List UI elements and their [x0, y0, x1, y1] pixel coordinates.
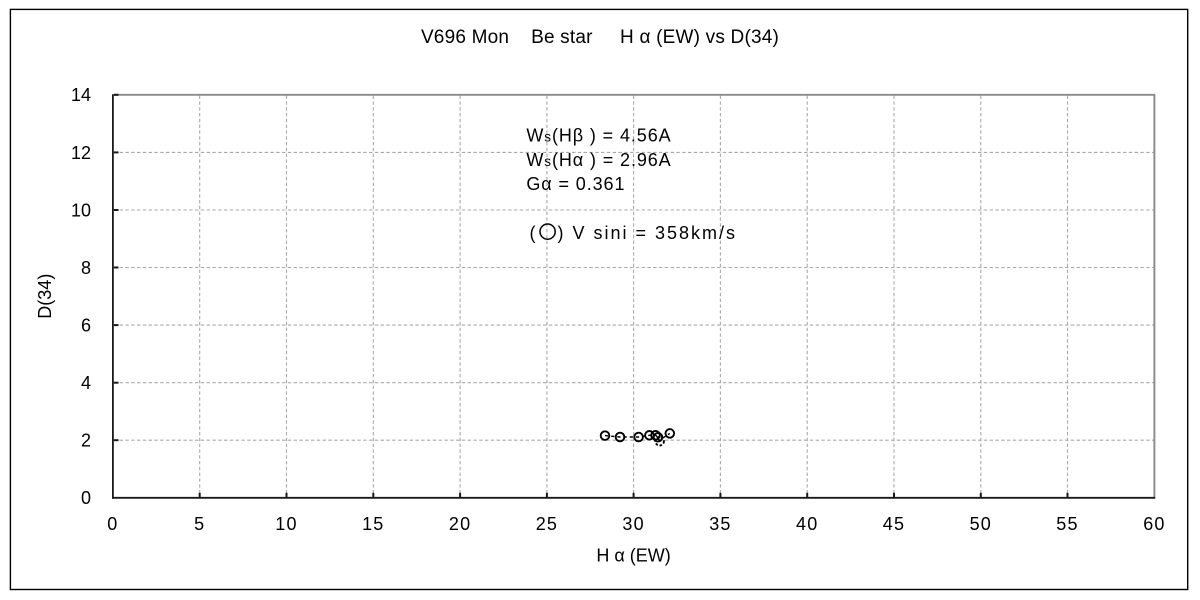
svg-text:15: 15: [362, 514, 384, 534]
svg-text:5: 5: [194, 514, 205, 534]
svg-text:30: 30: [622, 514, 644, 534]
svg-text:Ws(Hβ ) = 4.56A: Ws(Hβ ) = 4.56A: [526, 125, 671, 145]
svg-text:) V sini = 358km/s: ) V sini = 358km/s: [558, 223, 738, 243]
svg-text:0: 0: [81, 488, 91, 508]
svg-text:V696 Mon Be star H α (E: V696 Mon Be star H α (EW) vs D(34): [421, 27, 779, 48]
svg-text:50: 50: [970, 514, 992, 534]
svg-text:H α (EW): H α (EW): [596, 545, 670, 565]
svg-text:Gα = 0.361: Gα = 0.361: [526, 174, 625, 194]
svg-text:6: 6: [81, 316, 91, 336]
svg-text:8: 8: [81, 258, 91, 278]
svg-text:D(34): D(34): [35, 274, 55, 319]
svg-text:40: 40: [796, 514, 818, 534]
svg-text:14: 14: [71, 85, 91, 105]
svg-text:4: 4: [81, 373, 91, 393]
svg-text:45: 45: [883, 514, 905, 534]
svg-text:12: 12: [71, 143, 91, 163]
svg-text:60: 60: [1143, 514, 1165, 534]
svg-text:20: 20: [449, 514, 471, 534]
svg-text:10: 10: [275, 514, 297, 534]
svg-text:2: 2: [81, 431, 91, 451]
svg-text:Ws(Hα ) = 2.96A: Ws(Hα ) = 2.96A: [526, 150, 671, 170]
svg-text:35: 35: [709, 514, 731, 534]
svg-text:55: 55: [1056, 514, 1078, 534]
svg-text:10: 10: [71, 200, 91, 220]
svg-text:25: 25: [536, 514, 558, 534]
svg-text:(: (: [530, 223, 536, 243]
svg-text:0: 0: [107, 514, 118, 534]
